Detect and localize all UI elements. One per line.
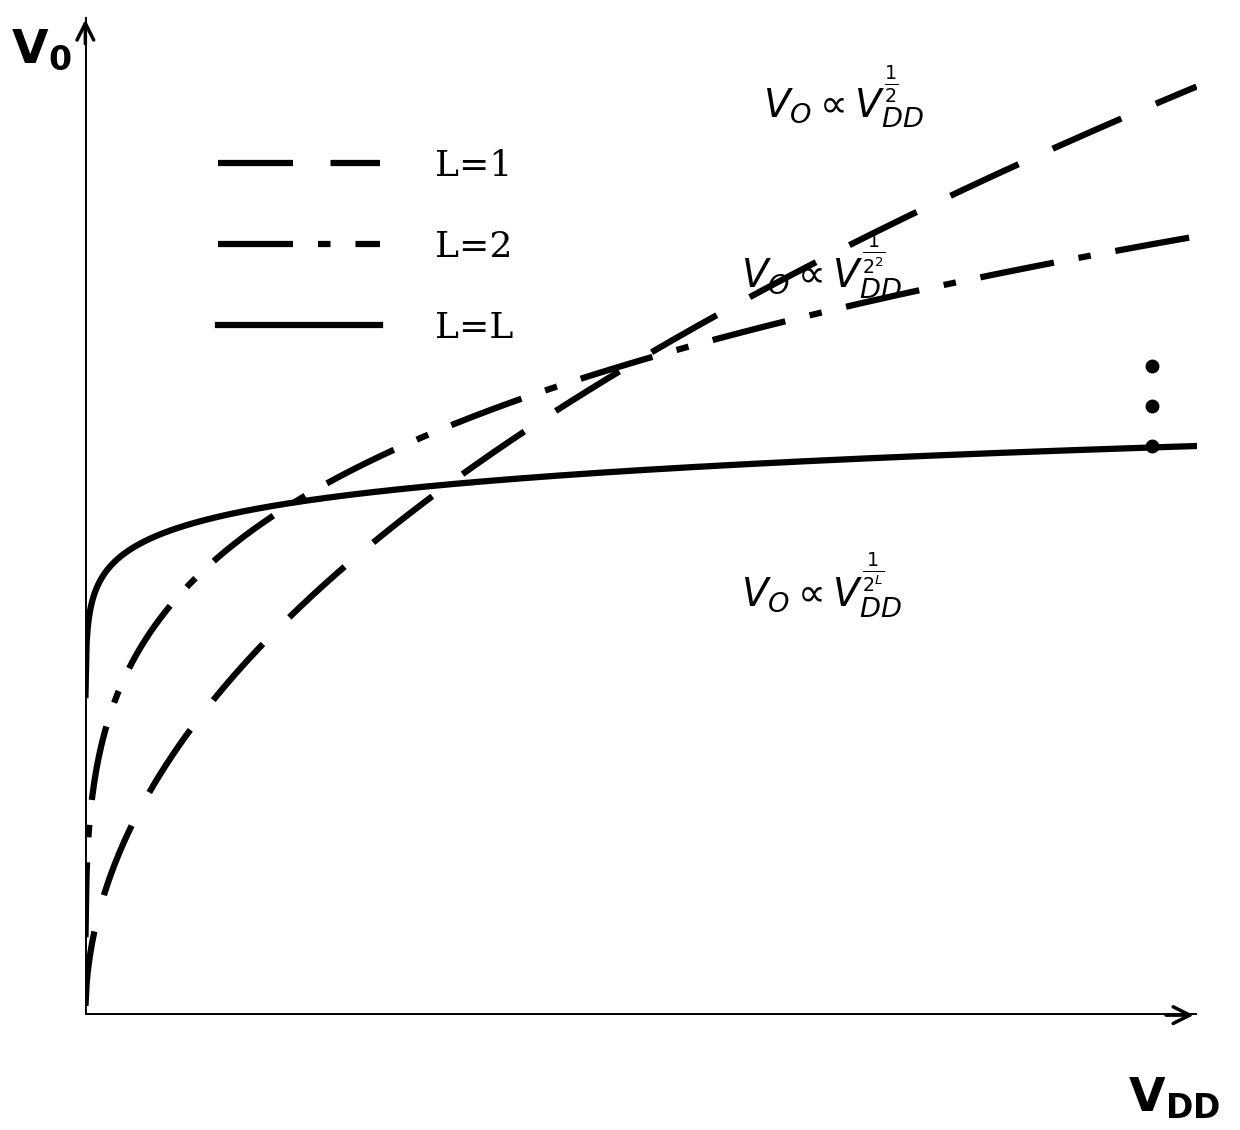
Text: $V_O \propto V_{DD}^{\frac{1}{2^2}}$: $V_O \propto V_{DD}^{\frac{1}{2^2}}$ [742, 232, 903, 301]
L=2 [1189, 229, 1204, 243]
L=1 [841, 238, 856, 252]
L=2 [945, 277, 960, 290]
L=L [527, 470, 542, 484]
L=L [1189, 440, 1204, 453]
L=1 [945, 189, 960, 202]
L=2 [965, 272, 980, 286]
Text: $V_O \propto V_{DD}^{\frac{1}{2^L}}$: $V_O \propto V_{DD}^{\frac{1}{2^L}}$ [742, 551, 903, 620]
L=2 [527, 388, 542, 401]
L=2 [841, 299, 856, 313]
L=L [78, 688, 93, 702]
L=L [191, 515, 206, 529]
Line: L=2: L=2 [86, 236, 1197, 937]
L=L [965, 447, 980, 461]
L=L [945, 447, 960, 461]
Text: $\mathbf{V_0}$: $\mathbf{V_0}$ [11, 27, 71, 72]
Line: L=L: L=L [86, 446, 1197, 695]
Legend: L=1, L=2, L=L: L=1, L=2, L=L [203, 134, 527, 359]
Text: $V_O \propto V_{DD}^{\frac{1}{2}}$: $V_O \propto V_{DD}^{\frac{1}{2}}$ [763, 63, 924, 130]
L=1 [965, 179, 980, 192]
L=1 [527, 418, 542, 432]
L=2 [191, 568, 206, 582]
Text: $\mathbf{V_{DD}}$: $\mathbf{V_{DD}}$ [1128, 1075, 1220, 1121]
L=1 [1189, 80, 1204, 94]
L=1 [568, 392, 583, 406]
L=2 [78, 930, 93, 944]
L=1 [191, 712, 206, 725]
L=2 [568, 374, 583, 388]
L=L [841, 452, 856, 466]
L=1 [78, 999, 93, 1012]
Line: L=1: L=1 [86, 87, 1197, 1006]
L=L [568, 468, 583, 481]
